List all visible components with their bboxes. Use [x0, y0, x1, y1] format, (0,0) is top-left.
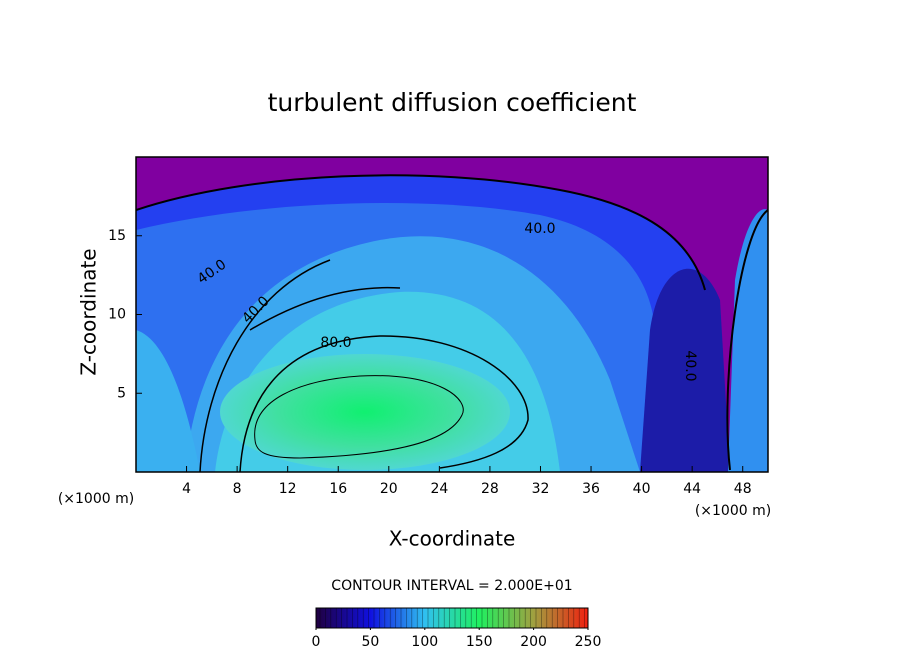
x-tick-label: 12: [279, 481, 297, 497]
x-tick-label: 44: [683, 481, 701, 497]
colorbar: [316, 608, 588, 628]
chart-title: turbulent diffusion coefficient: [268, 88, 637, 117]
contour-label: 40.0: [682, 350, 698, 381]
y-axis-label: Z-coordinate: [77, 248, 101, 375]
contour-label: 40.0: [524, 221, 555, 237]
x-tick-label: 28: [481, 481, 499, 497]
field: [136, 157, 768, 472]
colorbar-tick-label: 50: [361, 634, 379, 650]
x-unit-label: (×1000 m): [58, 491, 134, 507]
y-tick-label: 10: [108, 307, 126, 323]
contour-interval: CONTOUR INTERVAL = 2.000E+01: [331, 578, 572, 594]
x-tick-label: 20: [380, 481, 398, 497]
y-tick-label: 15: [108, 228, 126, 244]
colorbar-tick-label: 150: [466, 634, 493, 650]
x-tick-label: 16: [329, 481, 347, 497]
x-tick-label: 32: [532, 481, 550, 497]
y-tick-label: 5: [117, 385, 126, 401]
x-tick-label: 48: [734, 481, 752, 497]
contour-line: [199, 259, 401, 472]
x-axis-label: X-coordinate: [389, 527, 516, 551]
contour-line: [254, 375, 464, 459]
colorbar-tick-label: 0: [312, 634, 321, 650]
colorbar-tick-label: 200: [520, 634, 547, 650]
x-tick-label: 8: [233, 481, 242, 497]
x-tick-label: 24: [430, 481, 448, 497]
colorbar-tick-label: 100: [411, 634, 438, 650]
x-tick-label: 36: [582, 481, 600, 497]
colorbar-frame: [315, 607, 589, 629]
contour-label: 80.0: [320, 335, 351, 351]
contour-line: [239, 335, 529, 472]
x-tick-label: 40: [633, 481, 651, 497]
colorbar-tick-label: 250: [575, 634, 602, 650]
x-tick-label: 4: [182, 481, 191, 497]
contour-line: [136, 174, 768, 471]
x-unit-label: (×1000 m): [695, 503, 771, 519]
